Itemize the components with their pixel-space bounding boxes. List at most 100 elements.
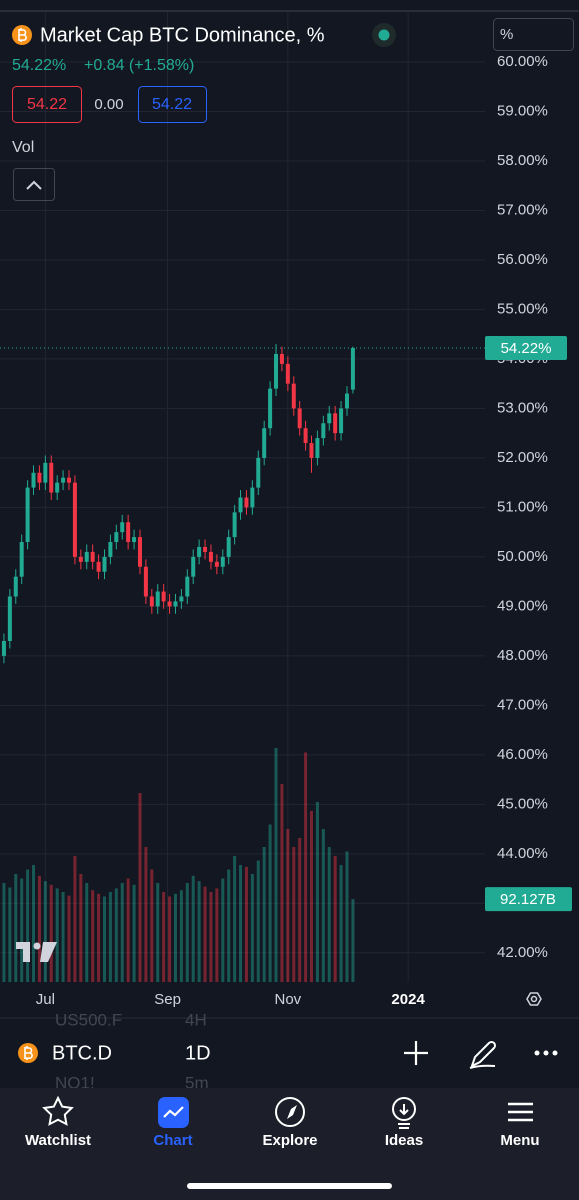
volume-bar xyxy=(120,883,124,982)
tab-label[interactable]: Menu xyxy=(500,1132,539,1149)
volume-bar xyxy=(233,856,237,982)
more-dot[interactable] xyxy=(543,1050,549,1056)
volume-bar xyxy=(14,874,18,982)
candle-body xyxy=(90,551,95,562)
draw-icon[interactable] xyxy=(469,1040,497,1069)
volume-tag xyxy=(485,887,572,912)
candle-body xyxy=(84,551,89,562)
explore-icon[interactable] xyxy=(275,1097,305,1127)
symbol-icon-glyph xyxy=(24,1046,33,1060)
ask[interactable]: 54.22 xyxy=(152,96,192,113)
candle-body xyxy=(167,601,172,607)
volume-bar xyxy=(37,875,41,982)
settings-icon-center[interactable] xyxy=(530,995,538,1003)
candle-body xyxy=(321,423,326,439)
chart-icon-line[interactable] xyxy=(163,1106,184,1118)
candle-body xyxy=(297,408,302,429)
bid[interactable]: 54.22 xyxy=(27,96,67,113)
volume-bar xyxy=(292,847,296,982)
tab-label[interactable]: Watchlist xyxy=(25,1132,91,1149)
candle-body xyxy=(197,546,202,557)
volume-bar xyxy=(114,888,118,982)
price-tag xyxy=(485,336,567,361)
candle-body xyxy=(350,348,355,390)
volume-bar xyxy=(179,890,183,982)
add-icon[interactable] xyxy=(404,1041,428,1065)
volume-bar xyxy=(73,856,77,982)
candle-body xyxy=(226,537,231,557)
tv-logo xyxy=(16,942,57,962)
volume-bar xyxy=(162,892,166,982)
menu-icon[interactable] xyxy=(508,1102,533,1122)
candle-body xyxy=(333,413,338,434)
y-tick-label: 52.00% xyxy=(497,449,548,466)
scale-button-label[interactable]: % xyxy=(500,26,513,43)
candle-body xyxy=(327,413,332,424)
more-dot[interactable] xyxy=(552,1050,558,1056)
collapse-button[interactable] xyxy=(13,168,55,201)
interval[interactable]: 1D xyxy=(185,1042,211,1064)
explore-needle[interactable] xyxy=(287,1105,297,1119)
volume-bar xyxy=(102,896,106,982)
candle-body xyxy=(220,556,225,567)
volume-bar xyxy=(209,892,213,982)
candle-body xyxy=(7,596,12,642)
tab-label[interactable]: Explore xyxy=(262,1132,317,1149)
candle-body xyxy=(279,353,284,364)
candle-body xyxy=(262,428,267,458)
candle-body xyxy=(1,641,6,656)
tab-bar xyxy=(0,1088,579,1200)
candle-body xyxy=(155,591,160,607)
candle-body xyxy=(285,363,290,384)
x-tick-label: Sep xyxy=(154,991,181,1008)
chart-title: Market Cap BTC Dominance, % xyxy=(40,24,325,46)
y-tick-label: 46.00% xyxy=(497,746,548,763)
volume-bar xyxy=(55,888,59,982)
watchlist-icon[interactable] xyxy=(42,1095,74,1126)
candle-body xyxy=(137,537,142,567)
candle-body xyxy=(315,438,320,458)
tab-label[interactable]: Ideas xyxy=(385,1132,423,1149)
candle-body xyxy=(274,353,279,389)
settings-icon[interactable] xyxy=(526,992,542,1006)
volume-bar xyxy=(108,892,112,982)
candle-body xyxy=(309,443,314,458)
tab-label[interactable]: Chart xyxy=(153,1132,192,1149)
candle-body xyxy=(256,457,261,488)
y-tick-label: 48.00% xyxy=(497,647,548,664)
ideas-icon-detail[interactable] xyxy=(398,1104,410,1129)
volume-bar xyxy=(321,829,325,982)
scale-button[interactable] xyxy=(493,18,574,51)
candle-body xyxy=(108,542,113,557)
status-dot xyxy=(378,29,390,41)
y-tick-label: 50.00% xyxy=(497,548,548,565)
volume-bar xyxy=(20,878,24,982)
symbol[interactable]: BTC.D xyxy=(52,1042,112,1064)
y-tick-label: 59.00% xyxy=(497,102,548,119)
more-icon[interactable] xyxy=(534,1050,558,1056)
volume-bar xyxy=(91,890,95,982)
ideas-icon[interactable] xyxy=(392,1097,416,1121)
volume-bar xyxy=(26,869,30,982)
volume-bar xyxy=(85,883,89,982)
volume-bar xyxy=(49,884,53,982)
x-tick-label: Jul xyxy=(36,991,55,1008)
candle-body xyxy=(25,487,30,543)
more-dot[interactable] xyxy=(534,1050,540,1056)
y-tick-label: 55.00% xyxy=(497,300,548,317)
spread: 0.00 xyxy=(94,96,123,113)
ask-box[interactable] xyxy=(138,86,207,123)
volume-bar xyxy=(156,883,160,982)
volume-bar xyxy=(97,893,101,982)
volume-bar xyxy=(132,884,136,982)
collapse-icon[interactable] xyxy=(26,180,42,190)
candle-body xyxy=(49,462,54,493)
volume-bar xyxy=(79,874,83,982)
candle-body xyxy=(120,522,125,533)
bid-box[interactable] xyxy=(12,86,82,123)
volume-bar xyxy=(250,874,254,982)
volume-bar xyxy=(61,892,65,982)
candle-body xyxy=(161,591,166,602)
